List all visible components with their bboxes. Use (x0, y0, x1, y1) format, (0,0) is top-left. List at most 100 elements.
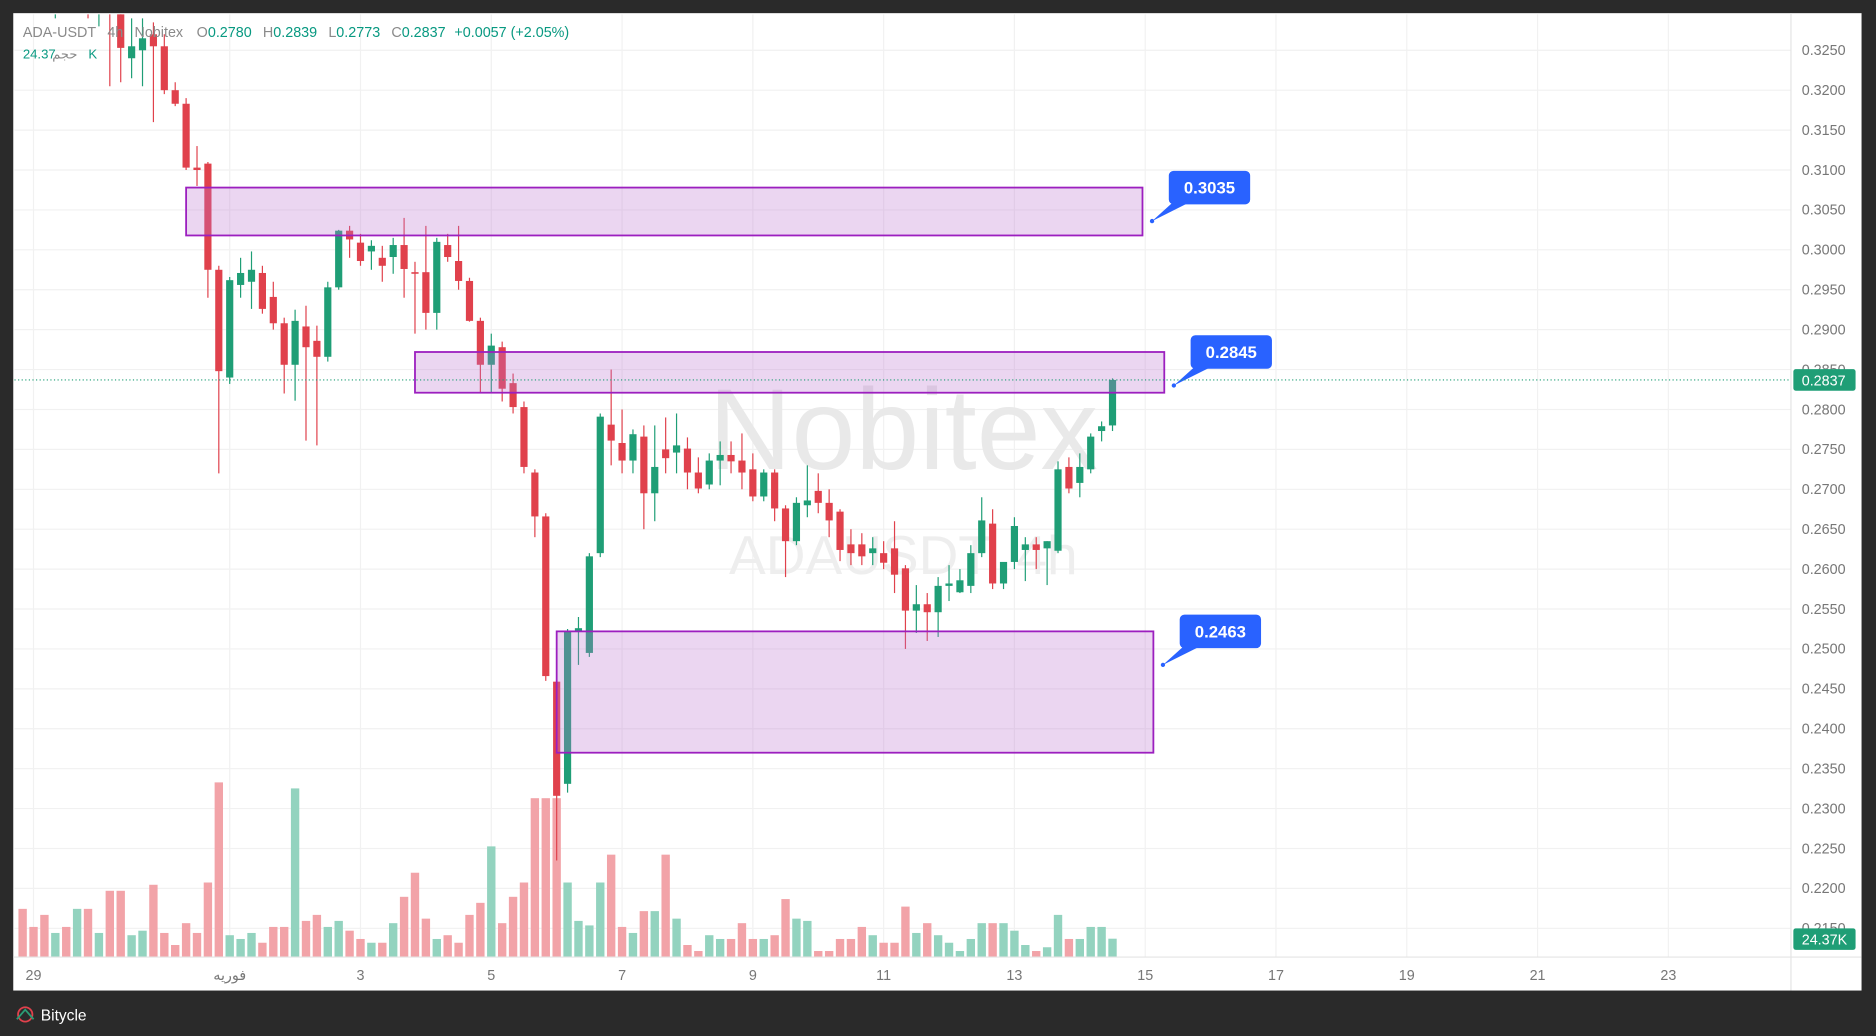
volume-bar (149, 884, 158, 958)
volume-bar (421, 918, 431, 958)
candle-body (683, 448, 692, 473)
interval: 4h (107, 25, 123, 41)
volume-bar (519, 882, 529, 958)
volume-bar (966, 938, 976, 958)
volume-bar (585, 925, 594, 958)
volume-bar (236, 938, 245, 958)
symbol: ADA-USDT (23, 25, 97, 41)
zone (185, 186, 1144, 237)
y-tick-label: 0.2350 (1802, 761, 1846, 777)
volume-bar (171, 944, 180, 958)
callout-pointer (1152, 199, 1196, 222)
y-tick-label: 0.2500 (1802, 642, 1846, 658)
volume-bar (955, 951, 965, 958)
zone (555, 630, 1155, 754)
ohlc-key: H (263, 25, 273, 41)
zone-label: 0.3035 (1184, 179, 1235, 198)
last-price-tag (1793, 369, 1856, 391)
candle-body (149, 34, 158, 47)
candle-body (956, 580, 964, 593)
volume-bar (912, 932, 921, 958)
candle-body (705, 460, 713, 485)
candle-body (934, 585, 942, 613)
candle-body (138, 38, 147, 51)
candle-body (226, 280, 234, 378)
candle-body (738, 460, 746, 473)
candle-body (389, 245, 397, 258)
volume-bar (606, 854, 616, 958)
volume-bar (203, 882, 213, 958)
candle-body (422, 272, 430, 313)
chart-background (13, 13, 1862, 991)
volume-bar (672, 918, 681, 958)
candle-body (433, 241, 441, 313)
brand-name: Bitycle (41, 1007, 87, 1024)
candle-body (989, 523, 997, 584)
volume-bar (497, 923, 507, 958)
volume-bar (748, 938, 758, 958)
volume-bar (269, 926, 278, 958)
candle-body (672, 445, 681, 453)
volume-bar (639, 911, 649, 958)
volume-bar (759, 938, 768, 958)
candle-body (465, 280, 474, 321)
candle-body (498, 347, 506, 389)
volume-bar (454, 942, 463, 958)
volume-bar (737, 923, 747, 958)
volume-bar (552, 798, 561, 958)
volume-bar (661, 854, 670, 958)
volume-bar (367, 942, 376, 958)
candle-body (880, 553, 888, 563)
volume-bar (694, 951, 703, 958)
candle-body (258, 272, 266, 309)
y-tick-label: 0.2450 (1802, 682, 1846, 698)
callout-box (1179, 614, 1262, 649)
volume-bar (923, 923, 932, 958)
volume-bar (617, 926, 627, 958)
x-tick-label: 19 (1399, 968, 1415, 984)
volume-bar (781, 899, 790, 958)
candle-body (999, 561, 1008, 584)
volume-bar (846, 938, 856, 958)
x-tick-label: 23 (1660, 968, 1676, 984)
x-tick-label: 3 (356, 968, 364, 984)
volume-bar (18, 908, 27, 958)
candle-body (204, 163, 212, 270)
volume-bar (160, 932, 169, 958)
volume-bar (334, 920, 343, 958)
volume-tag (1793, 928, 1856, 950)
x-tick-label: 29 (26, 968, 42, 984)
volume-bar (726, 938, 736, 958)
candle-body (356, 242, 365, 262)
x-tick-label: 17 (1268, 968, 1284, 984)
volume-bar (890, 942, 899, 958)
volume-bar (792, 918, 801, 958)
candle-body (1054, 469, 1062, 551)
candle-body (324, 287, 332, 357)
volume-bar (1010, 930, 1019, 958)
volume-bar (127, 935, 136, 958)
change: +0.0057 (+2.05%) (454, 25, 569, 41)
callout-anchor (1160, 662, 1166, 668)
candle-body (1076, 466, 1084, 483)
volume-bar (857, 926, 867, 958)
candle-body (291, 320, 299, 365)
volume-bar (301, 920, 311, 958)
volume-bar (94, 932, 104, 958)
volume-bar (312, 914, 322, 958)
candle-body (890, 548, 899, 575)
volume-bar (1075, 938, 1085, 958)
candle-body (1098, 426, 1106, 432)
candle-body (836, 511, 844, 550)
volume-bar (62, 926, 71, 958)
y-tick-label: 0.2400 (1802, 722, 1846, 738)
y-tick-label: 0.2800 (1802, 402, 1846, 418)
candle-body (487, 345, 495, 365)
candle-body (607, 424, 615, 441)
volume-bar (247, 932, 256, 958)
candle-body (727, 454, 735, 462)
y-tick-label: 0.2550 (1802, 602, 1846, 618)
volume-bar (814, 951, 823, 958)
volume-bar (356, 938, 365, 958)
volume-bar (192, 932, 202, 958)
